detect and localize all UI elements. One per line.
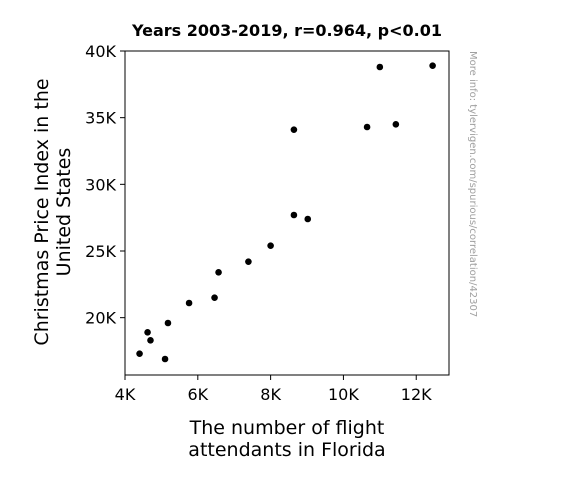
data-point bbox=[147, 337, 154, 344]
data-point bbox=[136, 350, 143, 357]
data-point bbox=[267, 242, 274, 249]
y-tick-label: 35K bbox=[85, 109, 116, 128]
x-axis: 4K 6K 8K 10K 12K bbox=[115, 375, 432, 404]
y-tick-label: 25K bbox=[85, 242, 116, 261]
data-point bbox=[245, 258, 252, 265]
y-axis-label: Christmas Price Index in the United Stat… bbox=[31, 78, 75, 345]
y-tick-label: 20K bbox=[85, 309, 116, 328]
data-point bbox=[392, 121, 400, 128]
data-point bbox=[185, 299, 193, 307]
data-point bbox=[304, 215, 312, 223]
y-axis-label-line-1: Christmas Price Index in the bbox=[31, 78, 53, 345]
data-point bbox=[144, 329, 151, 336]
data-point bbox=[363, 123, 371, 131]
y-tick-label: 40K bbox=[85, 42, 116, 61]
x-tick-label: 8K bbox=[260, 385, 281, 404]
data-point bbox=[290, 211, 298, 219]
data-point bbox=[376, 63, 384, 71]
x-tick-label: 12K bbox=[401, 385, 432, 404]
y-tick-label: 30K bbox=[85, 175, 116, 194]
data-point bbox=[211, 294, 218, 301]
x-tick-label: 6K bbox=[187, 385, 208, 404]
data-point bbox=[215, 269, 222, 276]
plot-area bbox=[124, 50, 450, 376]
data-point bbox=[429, 62, 436, 69]
y-axis: 20K 25K 30K 35K 40K bbox=[85, 42, 125, 328]
x-axis-label-line-2: attendants in Florida bbox=[188, 439, 385, 461]
y-axis-label-line-2: United States bbox=[53, 148, 75, 277]
data-point bbox=[290, 126, 298, 133]
chart-title: Years 2003-2019, r=0.964, p<0.01 bbox=[131, 21, 442, 40]
source-note: More info: tylervigen.com/spurious/corre… bbox=[467, 51, 478, 317]
data-points bbox=[136, 62, 436, 363]
data-point bbox=[164, 319, 172, 327]
data-point bbox=[161, 355, 169, 363]
x-tick-label: 10K bbox=[328, 385, 359, 404]
x-tick-label: 4K bbox=[115, 385, 136, 404]
x-axis-label-line-1: The number of flight bbox=[189, 417, 385, 439]
